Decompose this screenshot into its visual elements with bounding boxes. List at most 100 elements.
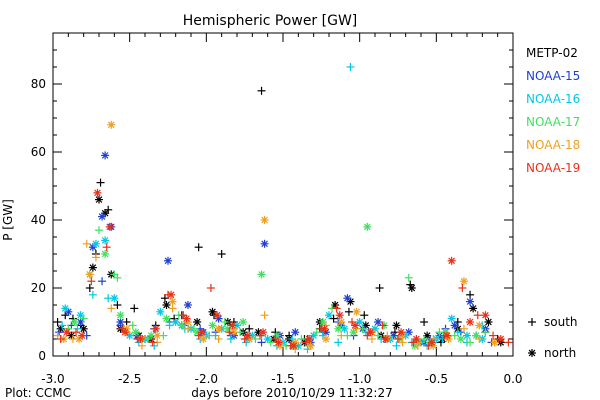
plus-marker [148, 338, 157, 347]
asterisk-marker [443, 331, 452, 340]
plus-marker [475, 335, 484, 343]
asterisk-marker [374, 318, 383, 326]
plus-marker [245, 324, 254, 333]
asterisk-marker [105, 222, 114, 231]
chart-title: Hemispheric Power [GW] [183, 13, 358, 29]
asterisk-marker [162, 301, 171, 309]
asterisk-marker [335, 311, 344, 320]
asterisk-marker [156, 307, 165, 316]
legend-item: NOAA-15 [526, 69, 580, 83]
plus-marker [130, 304, 139, 313]
plus-marker [466, 338, 475, 347]
plus-marker [82, 239, 91, 248]
asterisk-marker [466, 297, 475, 306]
asterisk-marker [168, 297, 177, 306]
plus-marker [337, 331, 346, 340]
asterisk-marker [397, 328, 406, 337]
asterisk-marker [355, 318, 364, 326]
asterisk-marker [151, 324, 160, 333]
plus-marker [214, 335, 223, 343]
x-tick-label: -2.0 [195, 372, 218, 386]
plot-axes: -3.0 -2.5 -2.0 -1.5 -1.0 -0.5 0.0 0 20 40 60 80 [31, 32, 523, 386]
asterisk-marker [337, 318, 346, 326]
asterisk-marker [407, 284, 416, 292]
legend-north-label: north [544, 346, 576, 360]
asterisk-marker [62, 328, 71, 337]
asterisk-marker [496, 335, 505, 343]
asterisk-marker [305, 335, 314, 343]
plus-marker [398, 338, 407, 347]
asterisk-marker [352, 307, 361, 316]
plus-marker [168, 304, 177, 313]
plus-marker [72, 328, 80, 337]
x-tick-label: -1.5 [271, 372, 294, 386]
plus-marker [56, 335, 65, 343]
asterisk-marker [208, 321, 217, 330]
y-tick-label: 80 [31, 77, 46, 91]
plus-marker [165, 321, 174, 330]
plus-marker [489, 331, 498, 340]
plus-marker [257, 338, 266, 347]
plus-marker [85, 284, 94, 292]
plus-marker [98, 277, 107, 286]
plus-marker [404, 273, 413, 282]
asterisk-marker [466, 318, 475, 326]
plus-marker [128, 321, 137, 330]
plus-marker [504, 338, 513, 347]
asterisk-marker [343, 294, 352, 303]
plus-marker [58, 321, 67, 330]
asterisk-marker [484, 318, 493, 326]
asterisk-marker [381, 335, 390, 343]
y-tick-label: 60 [31, 145, 46, 159]
data-markers [53, 63, 536, 357]
asterisk-marker [447, 314, 456, 323]
plus-marker [137, 341, 146, 350]
plus-marker [332, 304, 341, 313]
legend-north-symbol [528, 349, 536, 357]
asterisk-marker [162, 314, 171, 323]
y-tick-label: 0 [38, 349, 46, 363]
plus-marker [394, 335, 402, 343]
asterisk-marker [412, 335, 421, 343]
plus-marker [466, 290, 475, 299]
asterisk-marker [213, 311, 222, 320]
plus-marker [79, 314, 88, 323]
plus-marker [420, 335, 429, 343]
asterisk-marker [456, 335, 465, 343]
plus-marker [226, 335, 235, 343]
plus-marker [297, 335, 306, 343]
plus-marker [55, 328, 64, 337]
plus-marker [95, 226, 103, 235]
asterisk-marker [182, 314, 191, 323]
plus-marker [183, 324, 192, 333]
plus-marker [360, 311, 369, 320]
asterisk-marker [116, 318, 125, 326]
x-tick-label: -2.5 [118, 372, 141, 386]
asterisk-marker [110, 294, 119, 303]
legend-south-symbol [528, 318, 536, 326]
asterisk-marker [107, 120, 116, 129]
legend-item: NOAA-18 [526, 138, 580, 152]
asterisk-marker [85, 270, 94, 279]
asterisk-marker [334, 324, 343, 333]
plus-marker [257, 86, 266, 95]
x-axis-label: days before 2010/10/29 11:32:27 [191, 386, 392, 400]
plot-frame [52, 32, 514, 357]
asterisk-marker [98, 212, 107, 221]
y-tick-label: 20 [31, 281, 46, 295]
plus-marker [420, 318, 429, 326]
asterisk-marker [243, 331, 252, 340]
x-tick-label: -0.5 [425, 372, 448, 386]
plus-marker [96, 178, 105, 187]
plus-marker [344, 307, 353, 316]
asterisk-marker [260, 239, 269, 248]
asterisk-marker [183, 301, 192, 309]
plus-marker [206, 284, 215, 292]
asterisk-marker [88, 263, 97, 272]
asterisk-marker [153, 331, 162, 340]
x-tick-label: -1.0 [348, 372, 371, 386]
plus-marker [91, 253, 100, 262]
plus-marker [458, 284, 467, 292]
asterisk-marker [289, 341, 298, 350]
asterisk-marker [481, 311, 490, 320]
